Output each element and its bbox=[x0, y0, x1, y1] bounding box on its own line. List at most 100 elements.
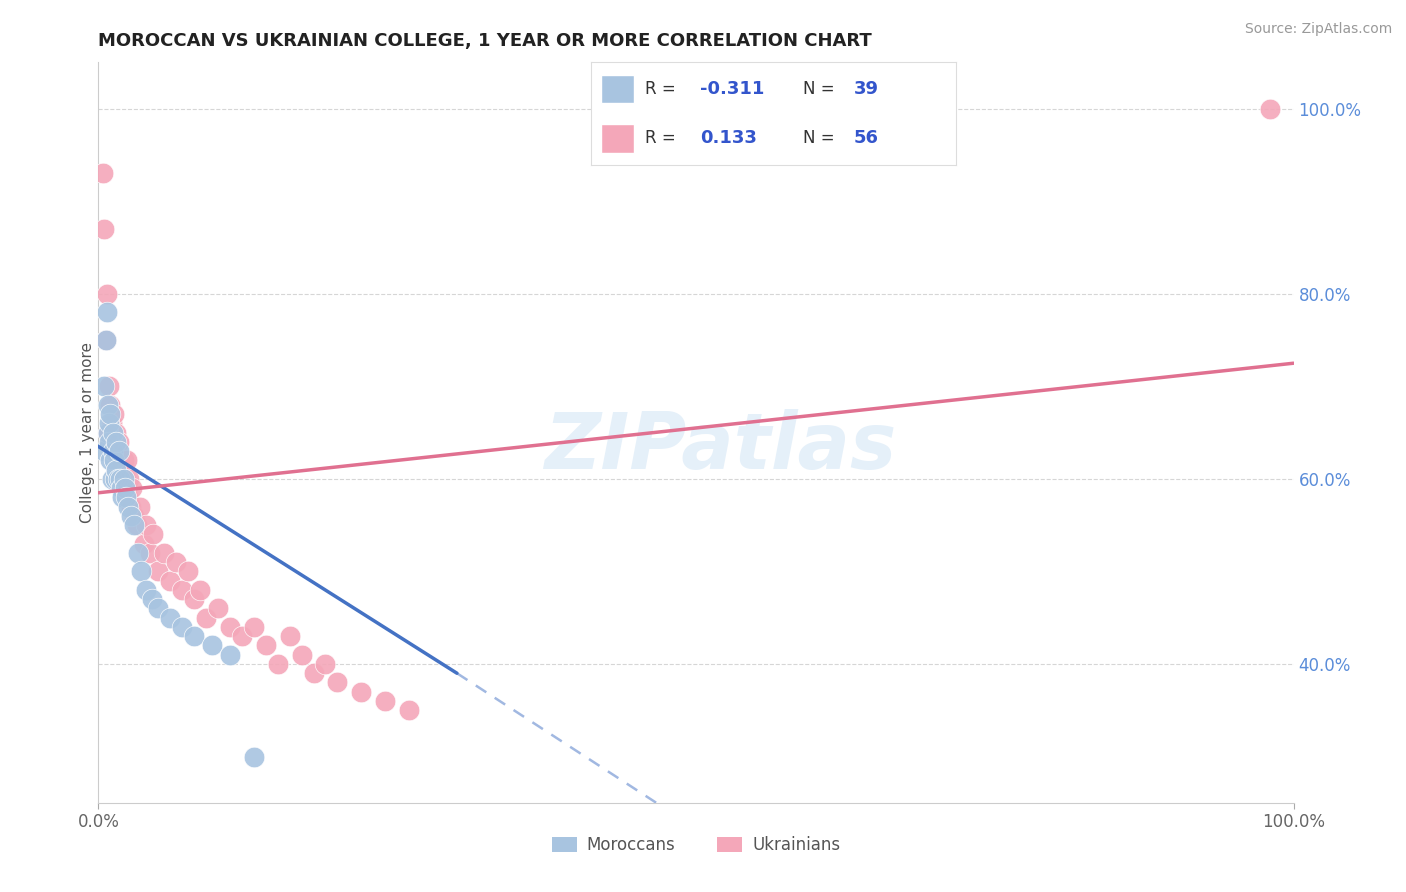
Point bbox=[1258, 102, 1281, 116]
Text: ZIPatlas: ZIPatlas bbox=[544, 409, 896, 485]
Point bbox=[100, 417, 122, 431]
Point bbox=[195, 610, 218, 624]
Text: 0.133: 0.133 bbox=[700, 129, 756, 147]
Point bbox=[125, 518, 148, 533]
Point bbox=[112, 453, 135, 467]
Point bbox=[94, 333, 117, 347]
Point bbox=[135, 518, 157, 533]
Point bbox=[96, 305, 118, 319]
Point bbox=[132, 536, 155, 550]
Point bbox=[117, 491, 139, 505]
Point bbox=[98, 398, 122, 412]
Point bbox=[93, 222, 115, 236]
Point bbox=[101, 434, 124, 449]
Point bbox=[101, 425, 124, 440]
Point bbox=[107, 453, 129, 467]
Point bbox=[121, 481, 143, 495]
Text: 56: 56 bbox=[853, 129, 879, 147]
Point bbox=[120, 508, 142, 523]
Text: N =: N = bbox=[803, 80, 839, 98]
Point bbox=[243, 620, 266, 634]
Point bbox=[97, 425, 120, 440]
Point bbox=[96, 286, 118, 301]
Point bbox=[177, 565, 200, 579]
Point bbox=[148, 601, 170, 615]
Point bbox=[188, 582, 211, 597]
Point bbox=[103, 407, 125, 421]
Point bbox=[207, 601, 229, 615]
Point bbox=[115, 472, 138, 486]
Point bbox=[124, 508, 146, 523]
Point bbox=[100, 472, 122, 486]
Point bbox=[398, 703, 420, 717]
Point bbox=[91, 166, 114, 180]
Point bbox=[97, 398, 120, 412]
Point bbox=[153, 546, 176, 560]
Point bbox=[110, 453, 132, 467]
Point bbox=[374, 694, 396, 708]
Point bbox=[201, 639, 224, 653]
FancyBboxPatch shape bbox=[602, 124, 634, 153]
Point bbox=[219, 620, 242, 634]
Text: -0.311: -0.311 bbox=[700, 80, 765, 98]
Point bbox=[107, 434, 129, 449]
Text: 39: 39 bbox=[853, 80, 879, 98]
Point bbox=[302, 666, 325, 681]
Point bbox=[108, 472, 131, 486]
Point bbox=[142, 527, 165, 541]
Point bbox=[124, 518, 146, 533]
Point bbox=[267, 657, 290, 671]
Point bbox=[104, 472, 127, 486]
Point bbox=[148, 565, 170, 579]
Point bbox=[120, 500, 142, 514]
Point bbox=[118, 472, 141, 486]
Point bbox=[139, 546, 162, 560]
Legend: Moroccans, Ukrainians: Moroccans, Ukrainians bbox=[546, 830, 846, 861]
Text: R =: R = bbox=[645, 129, 686, 147]
FancyBboxPatch shape bbox=[602, 75, 634, 103]
Point bbox=[219, 648, 242, 662]
Point bbox=[129, 500, 152, 514]
Point bbox=[97, 425, 120, 440]
Point bbox=[350, 685, 373, 699]
Point bbox=[231, 629, 253, 643]
Y-axis label: College, 1 year or more: College, 1 year or more bbox=[80, 343, 94, 523]
Point bbox=[291, 648, 314, 662]
Point bbox=[135, 582, 157, 597]
Point bbox=[98, 407, 122, 421]
Point bbox=[98, 434, 121, 449]
Point bbox=[111, 472, 134, 486]
Point bbox=[326, 675, 349, 690]
Point bbox=[93, 444, 115, 458]
Text: R =: R = bbox=[645, 80, 682, 98]
Point bbox=[111, 491, 134, 505]
Point bbox=[141, 592, 163, 607]
Point bbox=[114, 481, 136, 495]
Point bbox=[104, 444, 127, 458]
Point bbox=[115, 453, 138, 467]
Point bbox=[315, 657, 337, 671]
Text: Source: ZipAtlas.com: Source: ZipAtlas.com bbox=[1244, 22, 1392, 37]
Point bbox=[159, 574, 181, 588]
Point bbox=[114, 481, 136, 495]
Point bbox=[112, 472, 135, 486]
Point bbox=[159, 610, 181, 624]
Point bbox=[110, 481, 132, 495]
Point bbox=[172, 620, 194, 634]
Point bbox=[117, 500, 139, 514]
Text: MOROCCAN VS UKRAINIAN COLLEGE, 1 YEAR OR MORE CORRELATION CHART: MOROCCAN VS UKRAINIAN COLLEGE, 1 YEAR OR… bbox=[98, 32, 872, 50]
Point bbox=[172, 582, 194, 597]
Point bbox=[183, 629, 205, 643]
Point bbox=[107, 444, 129, 458]
Point bbox=[101, 444, 124, 458]
Point bbox=[105, 425, 128, 440]
Text: N =: N = bbox=[803, 129, 839, 147]
Point bbox=[98, 417, 121, 431]
Point bbox=[278, 629, 301, 643]
Point bbox=[94, 333, 117, 347]
Point bbox=[93, 379, 115, 393]
Point bbox=[103, 453, 125, 467]
Point bbox=[183, 592, 205, 607]
Point bbox=[127, 546, 149, 560]
Point bbox=[105, 462, 128, 476]
